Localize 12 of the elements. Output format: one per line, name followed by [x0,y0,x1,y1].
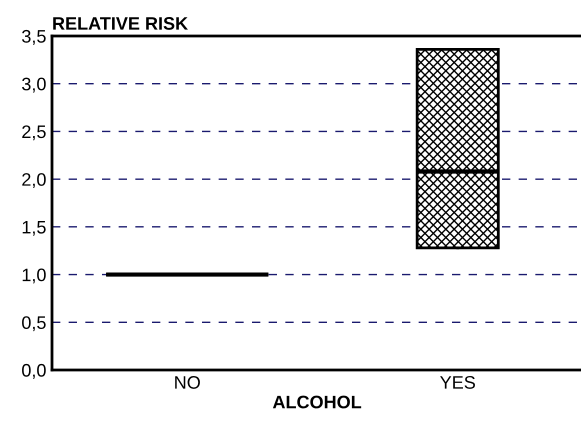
y-tick-label: 1,0 [22,268,46,284]
y-tick-label: 0,0 [22,364,46,379]
x-tick-label: NO [175,376,200,389]
y-tick-label: 0,5 [22,316,46,332]
y-tick-label: 2,5 [22,125,46,140]
y-tick-label: 2,0 [22,173,46,188]
x-axis-title: ALCOHOL [272,396,362,408]
y-tick-label: 3,0 [22,78,46,93]
y-axis-title: RELATIVE RISK [53,17,188,30]
y-tick-label: 1,5 [22,220,46,236]
x-tick-label: YES [440,376,475,389]
y-tick-label: 3,5 [22,30,46,45]
